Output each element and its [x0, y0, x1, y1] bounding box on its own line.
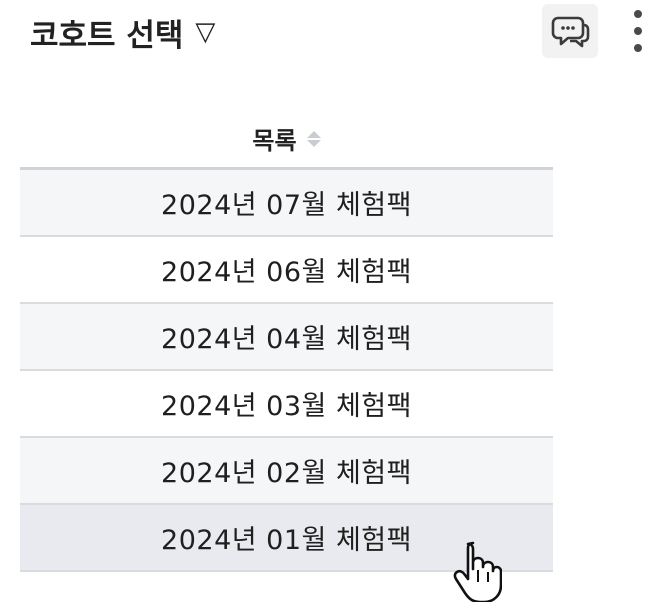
hand-pointer-cursor-icon [453, 541, 502, 602]
row-label: 2024년 03월 체험팩 [161, 391, 412, 422]
dropdown-caret-icon: ▽ [195, 17, 216, 47]
cohort-table: 목록 2024년 07월 체험팩 2024년 06월 체험팩 2024년 04월… [20, 110, 553, 572]
table-row[interactable]: 2024년 06월 체험팩 [20, 237, 553, 304]
column-header-list[interactable]: 목록 [20, 110, 553, 170]
table-row[interactable]: 2024년 01월 체험팩 [20, 505, 553, 572]
table-row[interactable]: 2024년 03월 체험팩 [20, 371, 553, 438]
row-label: 2024년 06월 체험팩 [161, 257, 412, 288]
sort-icon[interactable] [306, 130, 321, 147]
row-label: 2024년 07월 체험팩 [161, 190, 412, 221]
more-vertical-icon-dot [634, 10, 642, 18]
chat-button[interactable] [542, 4, 598, 58]
more-options-button[interactable] [626, 8, 650, 54]
cohort-select-dropdown[interactable]: 코호트 선택 ▽ [30, 10, 215, 54]
table-row[interactable]: 2024년 04월 체험팩 [20, 304, 553, 371]
header: 코호트 선택 ▽ [0, 0, 662, 70]
table-row[interactable]: 2024년 07월 체험팩 [20, 170, 553, 237]
more-vertical-icon-dot [634, 44, 642, 52]
row-label: 2024년 01월 체험팩 [161, 525, 412, 556]
column-header-label: 목록 [252, 127, 297, 155]
row-label: 2024년 02월 체험팩 [161, 458, 412, 489]
table-row[interactable]: 2024년 02월 체험팩 [20, 438, 553, 505]
more-vertical-icon-dot [634, 27, 642, 35]
page-title: 코호트 선택 [30, 17, 184, 54]
row-label: 2024년 04월 체험팩 [161, 324, 412, 355]
chat-bubbles-icon [551, 16, 590, 48]
